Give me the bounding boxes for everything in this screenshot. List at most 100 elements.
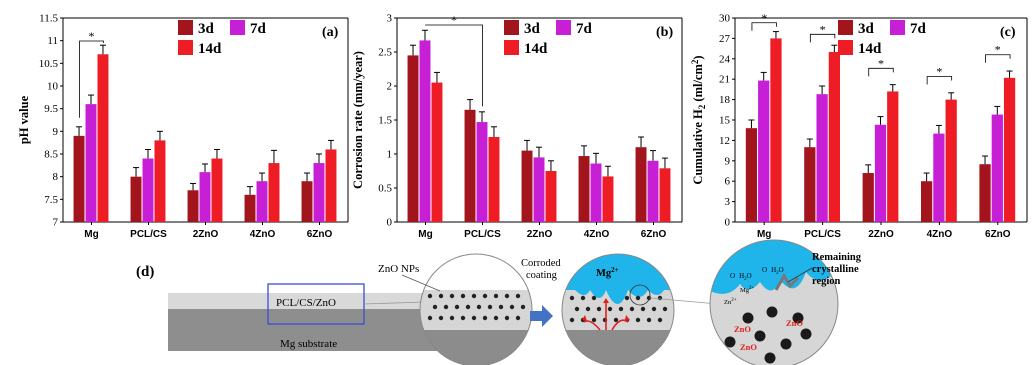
bar bbox=[578, 156, 590, 222]
bar bbox=[1003, 77, 1016, 222]
particle bbox=[585, 306, 591, 312]
bar bbox=[419, 40, 431, 222]
bar bbox=[816, 94, 828, 222]
particle bbox=[657, 295, 663, 301]
zoom-circle-3: Remaining crystalline region ZnO ZnO ZnO… bbox=[709, 239, 862, 365]
panel-label: (c) bbox=[1000, 25, 1016, 40]
chart-panel-a: 7 7.5 8 8.5 9 9.5 10 10.5 11 11.5 pH value Mg PCL/CS… bbox=[17, 13, 349, 240]
schematic-panel-d: (d) PCL/CS/ZnO Mg substrate ZnO NPs bbox=[136, 239, 862, 365]
particle bbox=[443, 304, 449, 310]
significance-star: * bbox=[995, 43, 1001, 57]
bar bbox=[85, 104, 97, 222]
y-tick-label: 3 bbox=[725, 196, 731, 208]
particle bbox=[509, 304, 515, 310]
zno-particles bbox=[569, 295, 668, 323]
o2-label-2: O H2O bbox=[762, 266, 784, 276]
legend-swatch bbox=[890, 20, 905, 35]
particle bbox=[613, 317, 619, 323]
significance-bracket bbox=[751, 22, 777, 31]
particle bbox=[460, 293, 466, 299]
bar bbox=[804, 147, 816, 222]
corroded-label-1: Corroded bbox=[521, 258, 561, 269]
legend-label: 7d bbox=[250, 21, 267, 37]
zno-tag: ZnO bbox=[740, 342, 757, 352]
bar bbox=[770, 38, 782, 223]
particle bbox=[427, 315, 433, 321]
bar bbox=[933, 133, 945, 222]
particle bbox=[471, 293, 477, 299]
particle bbox=[438, 293, 444, 299]
particle bbox=[764, 352, 776, 364]
remaining-label-3: region bbox=[812, 276, 841, 287]
significance-bracket bbox=[926, 76, 953, 85]
particle bbox=[780, 338, 792, 350]
particle bbox=[662, 306, 668, 312]
particle bbox=[465, 304, 471, 310]
x-tick-label: 2ZnO bbox=[527, 229, 553, 240]
y-tick-label: 18 bbox=[719, 94, 731, 106]
o2-label: O H2O bbox=[730, 272, 752, 282]
legend-swatch bbox=[230, 20, 245, 35]
remaining-pointer bbox=[787, 267, 813, 283]
zno-nps-label: ZnO NPs bbox=[378, 263, 419, 275]
particle bbox=[742, 312, 754, 324]
y-tick-label: 27 bbox=[719, 33, 731, 45]
particle bbox=[504, 293, 510, 299]
y-tick-label: 24 bbox=[719, 53, 731, 65]
y-tick-label: 21 bbox=[719, 74, 730, 86]
remaining-label-2: crystalline bbox=[812, 264, 859, 275]
x-tick-label: PCL/CS bbox=[804, 229, 841, 240]
x-tick-label: 6ZnO bbox=[641, 229, 667, 240]
bar bbox=[945, 99, 957, 222]
particle bbox=[449, 293, 455, 299]
x-tick-label: 4ZnO bbox=[584, 229, 610, 240]
y-tick-label: 7.5 bbox=[44, 194, 58, 206]
bar bbox=[187, 190, 199, 222]
zno-tag: ZnO bbox=[734, 324, 751, 334]
y-tick-label: 3 bbox=[387, 13, 393, 25]
particle bbox=[580, 295, 586, 301]
bar bbox=[431, 82, 443, 222]
y-tick-label: 10 bbox=[47, 81, 59, 93]
zno-particles bbox=[427, 293, 526, 321]
y-tick-label: 11 bbox=[47, 35, 58, 47]
particle bbox=[591, 295, 597, 301]
particle bbox=[482, 293, 488, 299]
particle bbox=[754, 330, 766, 342]
legend-swatch bbox=[838, 40, 853, 55]
bar bbox=[73, 135, 85, 222]
x-tick-label: Mg bbox=[84, 229, 98, 240]
legend-swatch bbox=[556, 20, 571, 35]
mg-ion-label: Mg2+ bbox=[596, 266, 619, 279]
particle bbox=[449, 315, 455, 321]
bar bbox=[130, 176, 142, 222]
x-tick-label: 2ZnO bbox=[193, 229, 219, 240]
particle bbox=[591, 317, 597, 323]
y-axis-label: pH value bbox=[17, 95, 31, 144]
zoom-connector bbox=[363, 301, 426, 305]
particle bbox=[651, 306, 657, 312]
x-tick-label: 2ZnO bbox=[868, 229, 894, 240]
mg-ion-small: Mg2+ bbox=[740, 286, 755, 294]
x-tick-label: Mg bbox=[418, 229, 432, 240]
bar bbox=[862, 173, 874, 222]
legend-label: 14d bbox=[198, 41, 222, 57]
bar bbox=[154, 140, 166, 222]
bar bbox=[921, 181, 933, 222]
legend-label: 14d bbox=[524, 41, 548, 57]
particle bbox=[569, 295, 575, 301]
x-tick-label: 4ZnO bbox=[250, 229, 276, 240]
bar bbox=[545, 171, 557, 222]
bar bbox=[874, 124, 887, 222]
bar bbox=[256, 181, 268, 222]
zoom-circle-2: Corroded coating Mg2+ bbox=[521, 253, 719, 365]
process-arrow bbox=[530, 305, 553, 327]
legend-swatch bbox=[504, 20, 519, 35]
coating-label: PCL/CS/ZnO bbox=[276, 297, 336, 309]
legend-swatch bbox=[504, 40, 519, 55]
bar bbox=[991, 114, 1003, 222]
particle bbox=[432, 304, 438, 310]
x-tick-label: PCL/CS bbox=[464, 229, 501, 240]
y-axis-label: Corrosion rate (mm/year) bbox=[351, 51, 365, 189]
legend-label: 3d bbox=[858, 21, 875, 37]
